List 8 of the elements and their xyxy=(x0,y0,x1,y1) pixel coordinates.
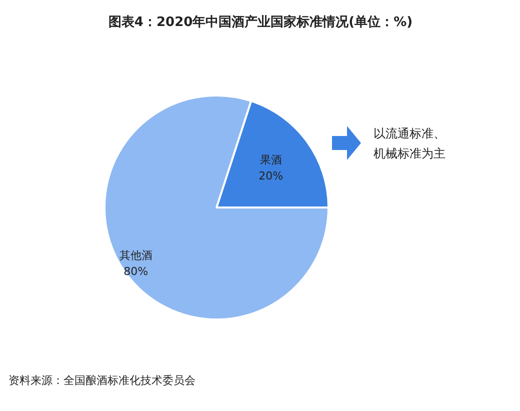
slice-label: 果酒 xyxy=(260,154,282,167)
slice-label: 其他酒 xyxy=(119,249,152,262)
text: 机械标准为主 xyxy=(374,146,446,160)
text: 资料来源：全国酿酒标准化技术委员会 xyxy=(8,374,196,387)
data-label: 20% xyxy=(258,169,284,182)
chart-title: 图表4：2020年中国酒产业国家标准情况(单位：%) xyxy=(108,14,413,30)
text: 以流通标准、 xyxy=(374,126,446,140)
data-label: 80% xyxy=(124,264,148,278)
